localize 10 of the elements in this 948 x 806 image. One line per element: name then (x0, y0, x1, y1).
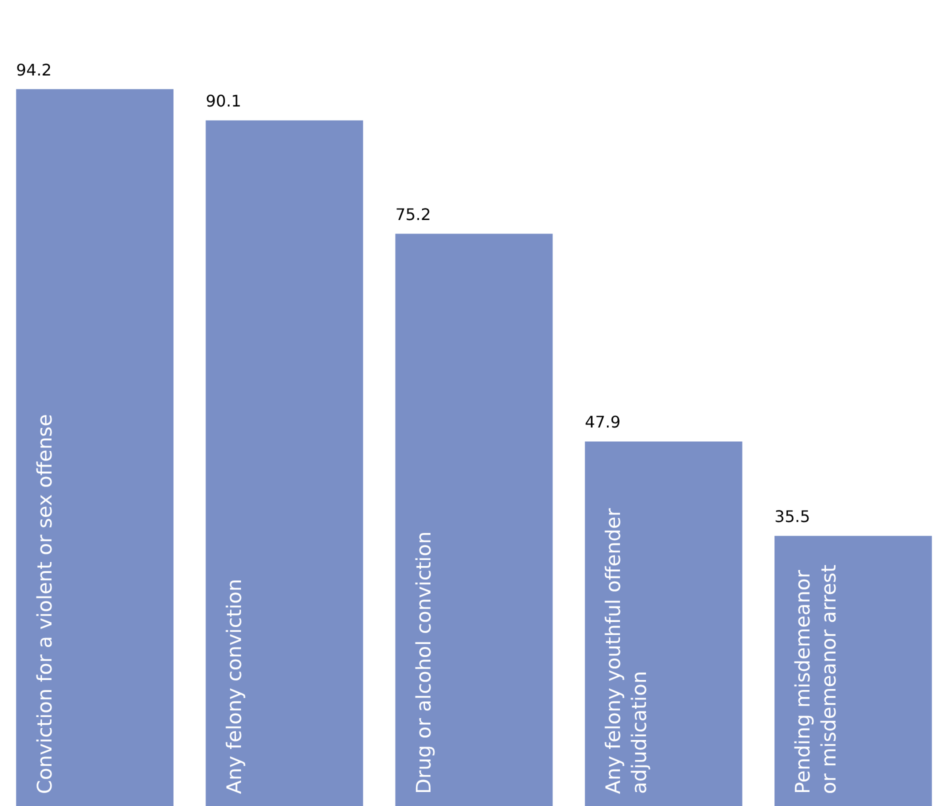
x-tick-label: Pending misdemeanor or misdemeanor arrest (790, 564, 841, 794)
data-label: 90.1 (206, 91, 242, 110)
data-label: 94.2 (16, 60, 52, 80)
x-tick-label: Drug or alcohol conviction (412, 531, 436, 794)
data-label: 75.2 (395, 204, 431, 224)
x-tick-label: Conviction for a violent or sex offense (32, 414, 56, 794)
data-label: 47.9 (584, 412, 621, 432)
x-tick-label: Any felony youthful offender adjudication (601, 508, 652, 794)
x-tick-label: Any felony conviction (222, 578, 246, 794)
data-label: 35.5 (774, 507, 810, 526)
